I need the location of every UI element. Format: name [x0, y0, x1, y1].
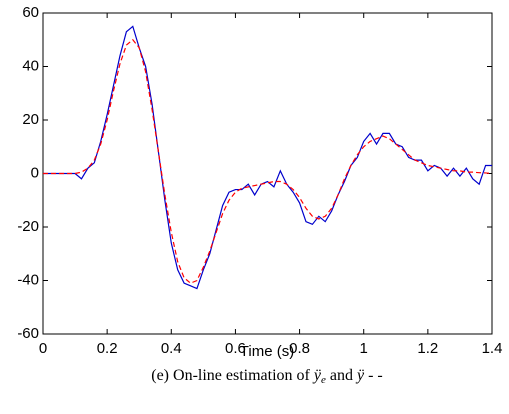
caption-part: e: [321, 374, 326, 386]
x-tick-label: 0.2: [97, 340, 118, 357]
caption-part: ÿ: [312, 367, 322, 384]
y-tick-label: 20: [22, 111, 39, 128]
y-tick-label: 0: [31, 164, 39, 181]
y-tick-label: -40: [17, 271, 39, 288]
series-line: [43, 25, 492, 290]
x-tick-label: 0.6: [225, 340, 246, 357]
x-tick-label: 0.4: [161, 340, 182, 357]
y-tick-label: -20: [17, 218, 39, 235]
series-line: [43, 38, 493, 284]
caption-part: (e) On-line estimation of: [151, 367, 314, 384]
x-tick-label: 0: [39, 340, 47, 357]
y-tick-label: 40: [22, 57, 39, 74]
x-tick-label: 1: [360, 340, 368, 357]
caption-part: ÿ: [355, 367, 365, 384]
y-tick-label: -60: [17, 325, 39, 342]
plot-frame: [42, 12, 493, 335]
caption-part: and: [326, 367, 357, 384]
x-tick-label: 0.8: [289, 340, 310, 357]
x-axis-label: Time (s): [240, 343, 294, 360]
y-tick-label: 60: [22, 4, 39, 21]
caption: (e) On-line estimation of ÿe and ÿ - -: [151, 367, 383, 386]
x-tick-label: 1.2: [417, 340, 438, 357]
x-tick-label: 1.4: [482, 340, 503, 357]
caption-part: - -: [364, 367, 383, 384]
